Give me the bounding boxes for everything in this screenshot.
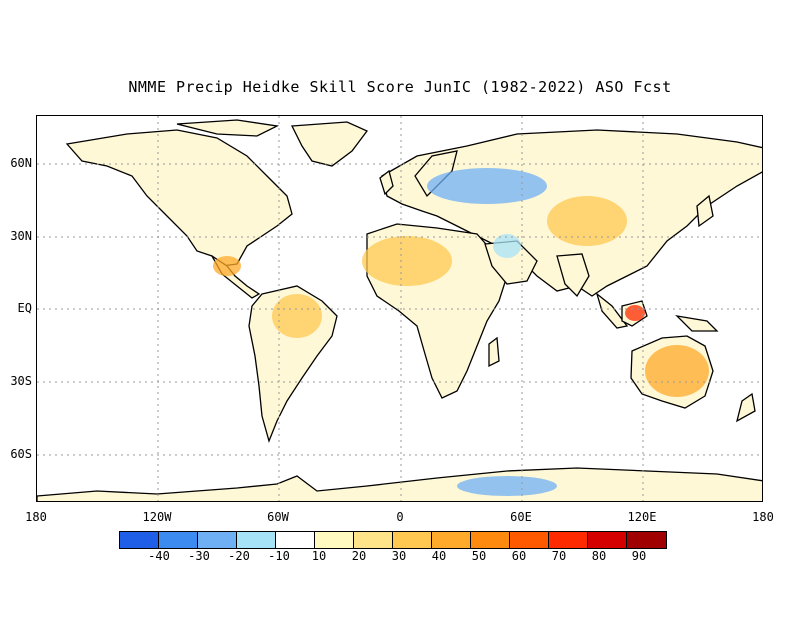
- japan: [696, 194, 714, 228]
- greenland: [290, 121, 369, 167]
- colorbar-label: -10: [268, 549, 290, 563]
- skill-patch: [427, 168, 547, 204]
- land-masses: [37, 119, 762, 501]
- colorbar-swatch: [276, 532, 315, 548]
- colorbar-label: -20: [228, 549, 250, 563]
- skill-patch: [625, 305, 645, 321]
- colorbar-swatch: [315, 532, 354, 548]
- colorbar-label: 80: [591, 549, 607, 563]
- new-zealand: [736, 392, 756, 423]
- plot-title: NMME Precip Heidke Skill Score JunIC (19…: [128, 78, 672, 96]
- lat-label-60n: 60N: [10, 156, 32, 170]
- skill-patch: [457, 476, 557, 496]
- colorbar-label: 40: [431, 549, 447, 563]
- colorbar-swatch: [393, 532, 432, 548]
- skill-patch: [645, 345, 709, 397]
- colorbar-swatch: [549, 532, 588, 548]
- lon-label-120e: 120E: [627, 510, 657, 524]
- skill-patch: [213, 256, 241, 276]
- lon-label-180w: 180: [25, 510, 47, 524]
- lon-label-0: 0: [396, 510, 404, 524]
- colorbar-label: -40: [148, 549, 170, 563]
- colorbar-swatch: [354, 532, 393, 548]
- canadian-islands: [176, 119, 280, 137]
- madagascar: [488, 336, 500, 368]
- india: [556, 253, 590, 298]
- colorbar-label: 30: [391, 549, 407, 563]
- colorbar-swatch: [510, 532, 549, 548]
- uk: [379, 169, 394, 196]
- skill-patches: [213, 168, 709, 496]
- colorbar-label: -30: [188, 549, 210, 563]
- lon-label-180e: 180: [752, 510, 774, 524]
- colorbar-label: 20: [351, 549, 367, 563]
- sumatra: [595, 292, 629, 329]
- lat-label-60s: 60S: [10, 447, 32, 461]
- colorbar-swatch: [432, 532, 471, 548]
- gridlines: [37, 116, 762, 501]
- north-america: [65, 129, 293, 267]
- colorbar-label: 70: [551, 549, 567, 563]
- colorbar-swatch: [198, 532, 237, 548]
- colorbar-label: 50: [471, 549, 487, 563]
- skill-patch: [547, 196, 627, 246]
- map-frame: [36, 115, 763, 502]
- colorbar-swatch: [120, 532, 159, 548]
- colorbar-swatch: [471, 532, 510, 548]
- colorbar-swatch: [588, 532, 627, 548]
- lon-label-60e: 60E: [510, 510, 532, 524]
- colorbar-swatch: [237, 532, 276, 548]
- colorbar-label: 60: [511, 549, 527, 563]
- antarctica: [37, 467, 762, 501]
- lat-label-eq: EQ: [17, 301, 32, 315]
- colorbar: [119, 531, 667, 549]
- scandinavia: [414, 150, 458, 198]
- colorbar-swatch: [159, 532, 198, 548]
- colorbar-label: 10: [311, 549, 327, 563]
- colorbar-swatch: [627, 532, 666, 548]
- lon-label-60w: 60W: [267, 510, 289, 524]
- new-guinea: [675, 315, 719, 332]
- skill-patch: [272, 294, 322, 338]
- world-map: [37, 116, 762, 501]
- skill-patch: [362, 236, 452, 286]
- lat-label-30n: 30N: [10, 229, 32, 243]
- lat-label-30s: 30S: [10, 374, 32, 388]
- colorbar-label: 90: [631, 549, 647, 563]
- lon-label-120w: 120W: [142, 510, 172, 524]
- skill-patch: [493, 234, 521, 258]
